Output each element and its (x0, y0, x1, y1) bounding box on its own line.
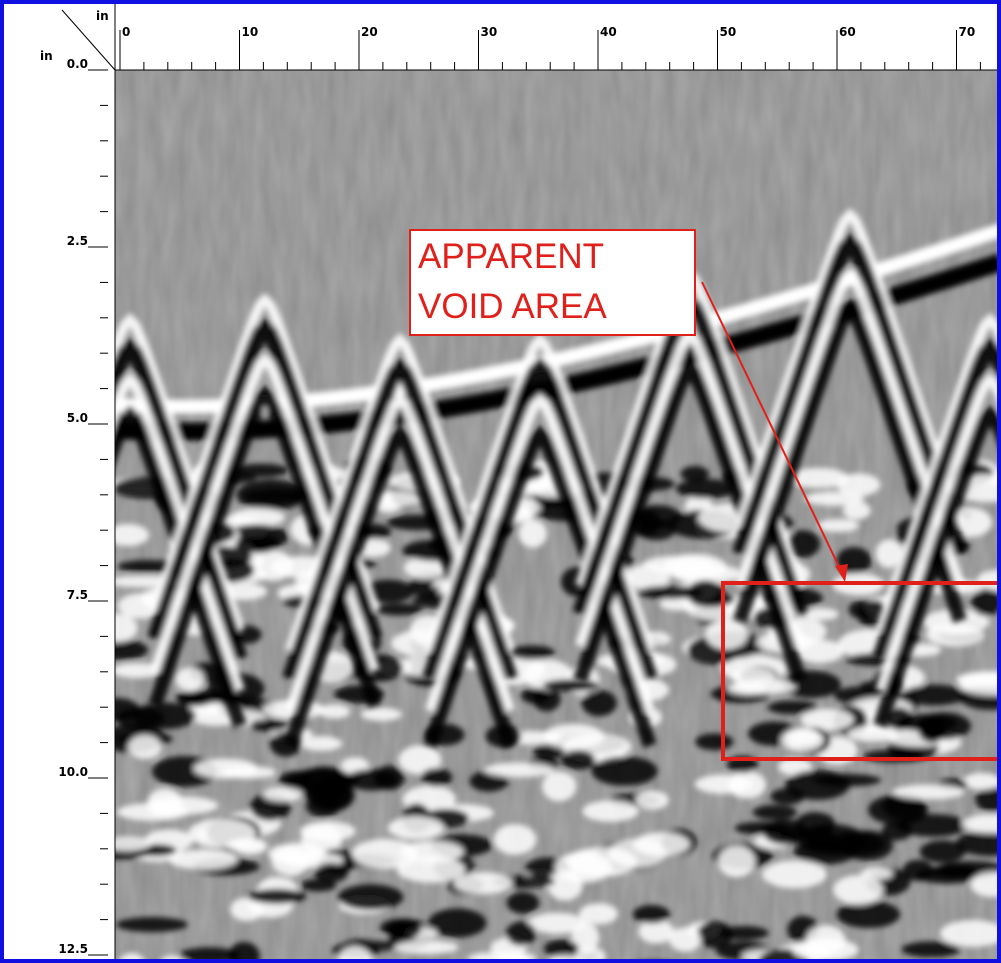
x-tick-label: 0 (122, 25, 130, 39)
x-tick-label: 60 (839, 25, 856, 39)
x-tick-label: 20 (361, 25, 378, 39)
y-tick-label: 0.0 (67, 57, 88, 71)
y-tick-label: 7.5 (67, 588, 88, 602)
x-tick-label: 10 (242, 25, 259, 39)
y-tick-label: 12.5 (58, 942, 88, 956)
x-unit: in (96, 9, 109, 23)
annotation-line: APPARENT (418, 237, 604, 276)
corner-diagonal (61, 9, 116, 71)
x-tick-label: 50 (720, 25, 737, 39)
void-area-box (721, 581, 1001, 761)
x-tick-label: 70 (959, 25, 976, 39)
x-tick-label: 40 (600, 25, 617, 39)
y-tick-label: 10.0 (58, 765, 88, 779)
y-tick-label: 2.5 (67, 234, 88, 248)
annotation-box (409, 229, 696, 336)
annotation-line: VOID AREA (418, 287, 607, 326)
y-tick-label: 5.0 (67, 411, 88, 425)
x-tick-label: 30 (481, 25, 498, 39)
annotation: APPARENT VOID AREA (409, 229, 1001, 761)
radargram-image (115, 70, 1001, 963)
y-unit: in (40, 49, 53, 63)
